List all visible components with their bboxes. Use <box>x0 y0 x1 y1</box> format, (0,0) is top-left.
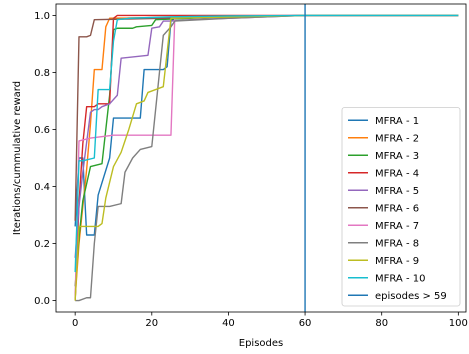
y-tick-label: 0.2 <box>34 239 50 250</box>
y-tick-label: 0.8 <box>34 68 50 79</box>
x-tick-label: 80 <box>375 318 388 329</box>
x-tick-label: 60 <box>299 318 312 329</box>
axes-spines <box>55 3 467 313</box>
legend-entry-label: MFRA - 3 <box>375 151 419 162</box>
series-line-mfra-9 <box>74 14 459 301</box>
series-line-mfra-8 <box>75 14 459 302</box>
y-axis-label: Iterations/cummulative reward <box>12 81 23 235</box>
y-tick-label: 1.0 <box>34 11 50 22</box>
legend-entry-label: MFRA - 9 <box>375 256 419 267</box>
legend-entry-label: episodes > 59 <box>375 291 447 302</box>
legend-entry-label: MFRA - 10 <box>375 273 425 284</box>
legend: MFRA - 1 MFRA - 2 MFRA - 3 MFRA - 4 MFRA - 5… <box>341 107 461 307</box>
x-tick-label: 40 <box>222 318 235 329</box>
legend-entry-label: MFRA - 7 <box>375 221 419 232</box>
axes-layer: 0 20 40 60 80 100 0.0 0.2 0.4 0.6 0.8 1.0 <box>34 3 468 329</box>
legend-entry-label: MFRA - 1 <box>375 116 419 127</box>
series-line-mfra-4 <box>74 14 459 301</box>
y-tick-label: 0.6 <box>34 125 50 136</box>
series-layer <box>74 14 459 302</box>
legend-entry-label: MFRA - 8 <box>375 238 419 249</box>
legend-entry-label: MFRA - 2 <box>375 133 419 144</box>
x-tick-label: 100 <box>449 318 468 329</box>
x-tick-label: 20 <box>145 318 158 329</box>
x-axis-label: Episodes <box>239 338 283 349</box>
series-line-mfra-10 <box>74 14 459 273</box>
legend-entry-label: MFRA - 6 <box>375 203 419 214</box>
legend-entry-label: MFRA - 5 <box>375 186 419 197</box>
legend-box <box>341 107 461 307</box>
x-tick-label: 0 <box>72 318 78 329</box>
legend-entry-label: MFRA - 4 <box>375 168 419 179</box>
y-tick-label: 0.4 <box>34 182 50 193</box>
y-tick-label: 0.0 <box>34 296 50 307</box>
